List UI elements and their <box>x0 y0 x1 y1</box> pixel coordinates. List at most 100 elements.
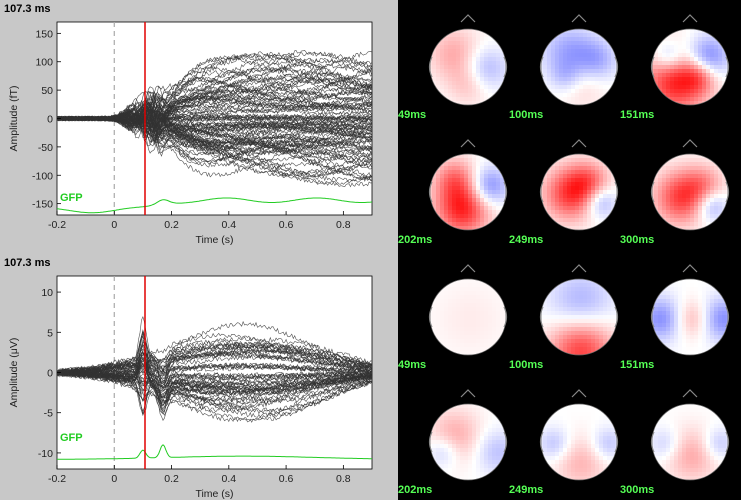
topomap-field <box>430 29 506 105</box>
y-tick-label: -150 <box>32 199 53 211</box>
left-ear-icon <box>539 181 544 203</box>
channel-trace <box>56 332 373 373</box>
topomap-field <box>541 279 617 355</box>
x-tick-label: 0.2 <box>164 473 179 485</box>
channel-trace <box>56 372 373 418</box>
topomap-field <box>652 279 728 355</box>
channel-trace <box>56 356 373 407</box>
channel-trace <box>56 341 372 373</box>
topomap-eeg49[interactable] <box>418 260 518 360</box>
right-ear-icon <box>503 431 508 453</box>
x-tick-label: 0.8 <box>336 219 351 231</box>
x-tick-label: 0 <box>111 473 117 485</box>
left-ear-icon <box>428 56 433 78</box>
nose-icon <box>571 389 587 398</box>
topomap-meg249[interactable] <box>529 135 629 235</box>
topomap-field <box>652 404 728 480</box>
topomap-field <box>430 404 506 480</box>
y-axis-label: Amplitude (fT) <box>8 86 20 152</box>
topomap-field <box>541 404 617 480</box>
x-tick-label: 0.2 <box>164 219 179 231</box>
y-tick-label: 100 <box>35 57 53 69</box>
nose-icon <box>571 14 587 23</box>
nose-icon <box>460 139 476 148</box>
nose-icon <box>460 389 476 398</box>
topomap-eeg151[interactable] <box>640 260 740 360</box>
topomap-eeg249[interactable] <box>529 385 629 485</box>
channel-trace <box>57 86 373 122</box>
x-tick-label: 0.6 <box>279 473 294 485</box>
topomap-grid: 49ms 100ms 151ms 202ms 249ms 300ms 49ms 100ms 15… <box>398 0 741 500</box>
channel-trace <box>56 360 373 399</box>
left-ear-icon <box>650 56 655 78</box>
nose-icon <box>460 14 476 23</box>
topomap-meg49[interactable] <box>418 10 518 110</box>
topomap-time-label: 202ms <box>398 484 433 496</box>
left-ear-icon <box>650 306 655 328</box>
left-ear-icon <box>539 431 544 453</box>
left-ear-icon <box>428 306 433 328</box>
left-ear-icon <box>539 306 544 328</box>
topomap-meg202[interactable] <box>418 135 518 235</box>
topomap-time-label: 151ms <box>620 359 655 371</box>
y-tick-label: 50 <box>41 85 53 97</box>
y-axis-label: Amplitude (μV) <box>8 338 20 408</box>
y-tick-label: 0 <box>47 368 53 380</box>
right-ear-icon <box>503 306 508 328</box>
nose-icon <box>682 264 698 273</box>
nose-icon <box>682 389 698 398</box>
topomap-eeg202[interactable] <box>418 385 518 485</box>
gfp-trace <box>56 197 373 214</box>
left-ear-icon <box>650 431 655 453</box>
channel-trace <box>56 358 373 387</box>
y-tick-label: 150 <box>35 28 53 40</box>
channel-trace <box>56 371 373 408</box>
right-ear-icon <box>503 181 508 203</box>
channel-trace <box>56 362 373 377</box>
x-tick-label: -0.2 <box>48 473 66 485</box>
y-tick-label: -5 <box>44 408 53 420</box>
topomap-eeg100[interactable] <box>529 260 629 360</box>
right-ear-icon <box>614 56 619 78</box>
channel-trace <box>56 348 373 374</box>
topomap-meg151[interactable] <box>640 10 740 110</box>
channel-traces <box>56 50 373 188</box>
gfp-label: GFP <box>60 432 83 444</box>
topomap-field <box>541 154 617 230</box>
topomap-field <box>652 154 728 230</box>
topomap-field <box>430 154 506 230</box>
right-ear-icon <box>725 431 730 453</box>
eeg-time-label: 107.3 ms <box>4 257 51 269</box>
topomap-eeg300[interactable] <box>640 385 740 485</box>
nose-icon <box>682 14 698 23</box>
right-ear-icon <box>614 306 619 328</box>
topomap-field <box>430 279 506 355</box>
eeg-butterfly-chart[interactable]: GFP -0.2 0 0.2 0.4 0.6 0.8 10 5 0 -5 -10 Time (s) Amp… <box>0 270 398 500</box>
channel-trace <box>56 371 373 413</box>
channel-traces <box>56 316 373 423</box>
right-ear-icon <box>725 306 730 328</box>
y-tick-label: -10 <box>38 448 53 460</box>
topomap-time-label: 49ms <box>398 359 427 371</box>
topomap-meg300[interactable] <box>640 135 740 235</box>
topomap-time-label: 49ms <box>398 109 427 121</box>
y-tick-label: -50 <box>38 142 53 154</box>
topomap-meg100[interactable] <box>529 10 629 110</box>
meg-butterfly-chart[interactable]: GFP -0.2 0 0.2 0.4 0.6 0.8 150 100 50 0 -50 -100 -150… <box>0 16 398 246</box>
gfp-trace <box>57 444 372 460</box>
right-ear-icon <box>503 56 508 78</box>
y-tick-label: -100 <box>32 170 53 182</box>
left-ear-icon <box>650 181 655 203</box>
left-ear-icon <box>428 431 433 453</box>
topomap-time-label: 300ms <box>620 484 655 496</box>
nose-icon <box>460 264 476 273</box>
right-ear-icon <box>725 181 730 203</box>
topomap-time-label: 300ms <box>620 234 655 246</box>
y-tick-label: 10 <box>41 287 53 299</box>
right-ear-icon <box>614 181 619 203</box>
left-ear-icon <box>539 56 544 78</box>
topomap-field <box>652 29 728 105</box>
gfp-label: GFP <box>60 192 83 204</box>
topomap-time-label: 202ms <box>398 234 433 246</box>
topomap-time-label: 249ms <box>509 234 544 246</box>
